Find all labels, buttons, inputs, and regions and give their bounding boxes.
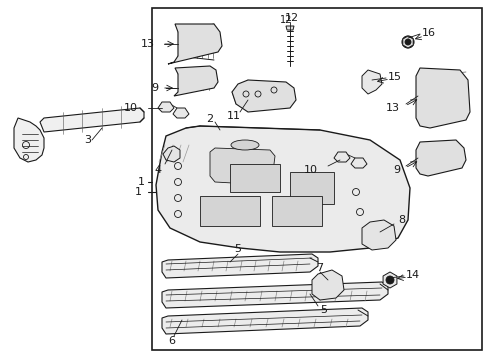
Bar — [290, 172, 334, 204]
Polygon shape — [158, 102, 174, 112]
Polygon shape — [383, 272, 397, 288]
Polygon shape — [362, 70, 382, 94]
Text: 6: 6 — [169, 336, 175, 346]
Text: 3: 3 — [84, 135, 91, 145]
Text: 10: 10 — [124, 103, 138, 113]
Polygon shape — [232, 80, 296, 112]
Polygon shape — [334, 152, 350, 162]
Circle shape — [405, 39, 411, 45]
Text: 9: 9 — [393, 165, 400, 175]
Text: 13: 13 — [386, 103, 400, 113]
Polygon shape — [351, 158, 367, 168]
Text: 12: 12 — [285, 13, 299, 23]
Polygon shape — [416, 140, 466, 176]
Polygon shape — [168, 24, 222, 64]
Text: 12: 12 — [280, 15, 292, 25]
Polygon shape — [173, 108, 189, 118]
Text: 8: 8 — [398, 215, 405, 225]
Text: 5: 5 — [235, 244, 242, 254]
Text: 9: 9 — [151, 83, 158, 93]
Polygon shape — [163, 146, 180, 162]
Polygon shape — [174, 66, 218, 96]
Polygon shape — [210, 148, 275, 185]
Polygon shape — [312, 270, 344, 300]
Text: 4: 4 — [154, 165, 162, 175]
Bar — [200, 196, 260, 226]
Text: 16: 16 — [422, 28, 436, 38]
Polygon shape — [40, 108, 144, 132]
Text: 10: 10 — [304, 165, 318, 175]
Bar — [272, 196, 322, 226]
Circle shape — [402, 36, 414, 48]
Text: 5: 5 — [320, 305, 327, 315]
Polygon shape — [403, 36, 413, 48]
Text: 1: 1 — [138, 177, 145, 187]
Text: 15: 15 — [388, 72, 402, 82]
Text: 14: 14 — [406, 270, 420, 280]
Polygon shape — [14, 118, 44, 162]
Polygon shape — [416, 68, 470, 128]
Text: 7: 7 — [317, 263, 323, 273]
Ellipse shape — [231, 140, 259, 150]
Polygon shape — [162, 282, 388, 308]
Bar — [230, 164, 280, 192]
Polygon shape — [156, 126, 410, 252]
Text: 2: 2 — [206, 114, 214, 124]
Polygon shape — [162, 308, 368, 334]
Polygon shape — [362, 220, 396, 250]
Text: 13: 13 — [141, 39, 155, 49]
Text: 11: 11 — [227, 111, 241, 121]
Circle shape — [386, 276, 394, 284]
Bar — [152, 8, 482, 350]
Text: 1: 1 — [134, 187, 142, 197]
Polygon shape — [286, 26, 294, 30]
Polygon shape — [162, 254, 318, 278]
